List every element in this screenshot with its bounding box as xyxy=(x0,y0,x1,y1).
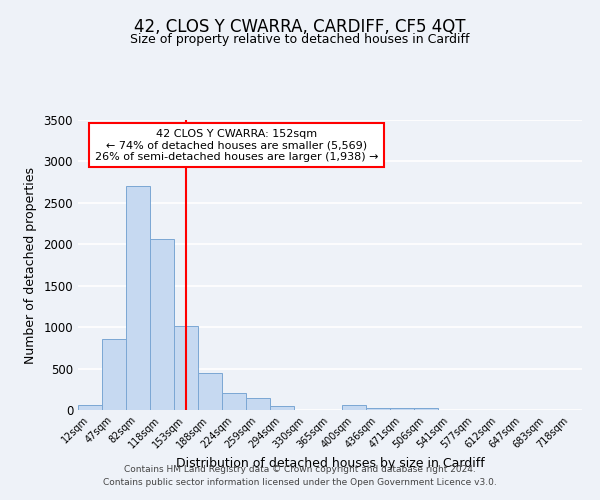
Bar xyxy=(414,408,438,410)
Bar xyxy=(270,406,294,410)
Bar xyxy=(174,326,198,410)
Bar xyxy=(150,240,174,410)
Bar xyxy=(222,393,246,410)
Bar xyxy=(102,339,126,410)
Bar xyxy=(246,398,270,410)
X-axis label: Distribution of detached houses by size in Cardiff: Distribution of detached houses by size … xyxy=(176,457,484,470)
Bar xyxy=(390,408,414,410)
Text: 42, CLOS Y CWARRA, CARDIFF, CF5 4QT: 42, CLOS Y CWARRA, CARDIFF, CF5 4QT xyxy=(134,18,466,36)
Text: Contains HM Land Registry data © Crown copyright and database right 2024.: Contains HM Land Registry data © Crown c… xyxy=(124,466,476,474)
Text: Contains public sector information licensed under the Open Government Licence v3: Contains public sector information licen… xyxy=(103,478,497,487)
Bar xyxy=(366,408,390,410)
Y-axis label: Number of detached properties: Number of detached properties xyxy=(23,166,37,364)
Bar xyxy=(198,372,222,410)
Bar xyxy=(78,406,102,410)
Bar xyxy=(126,186,150,410)
Bar xyxy=(342,406,366,410)
Text: Size of property relative to detached houses in Cardiff: Size of property relative to detached ho… xyxy=(130,32,470,46)
Text: 42 CLOS Y CWARRA: 152sqm
← 74% of detached houses are smaller (5,569)
26% of sem: 42 CLOS Y CWARRA: 152sqm ← 74% of detach… xyxy=(95,128,379,162)
